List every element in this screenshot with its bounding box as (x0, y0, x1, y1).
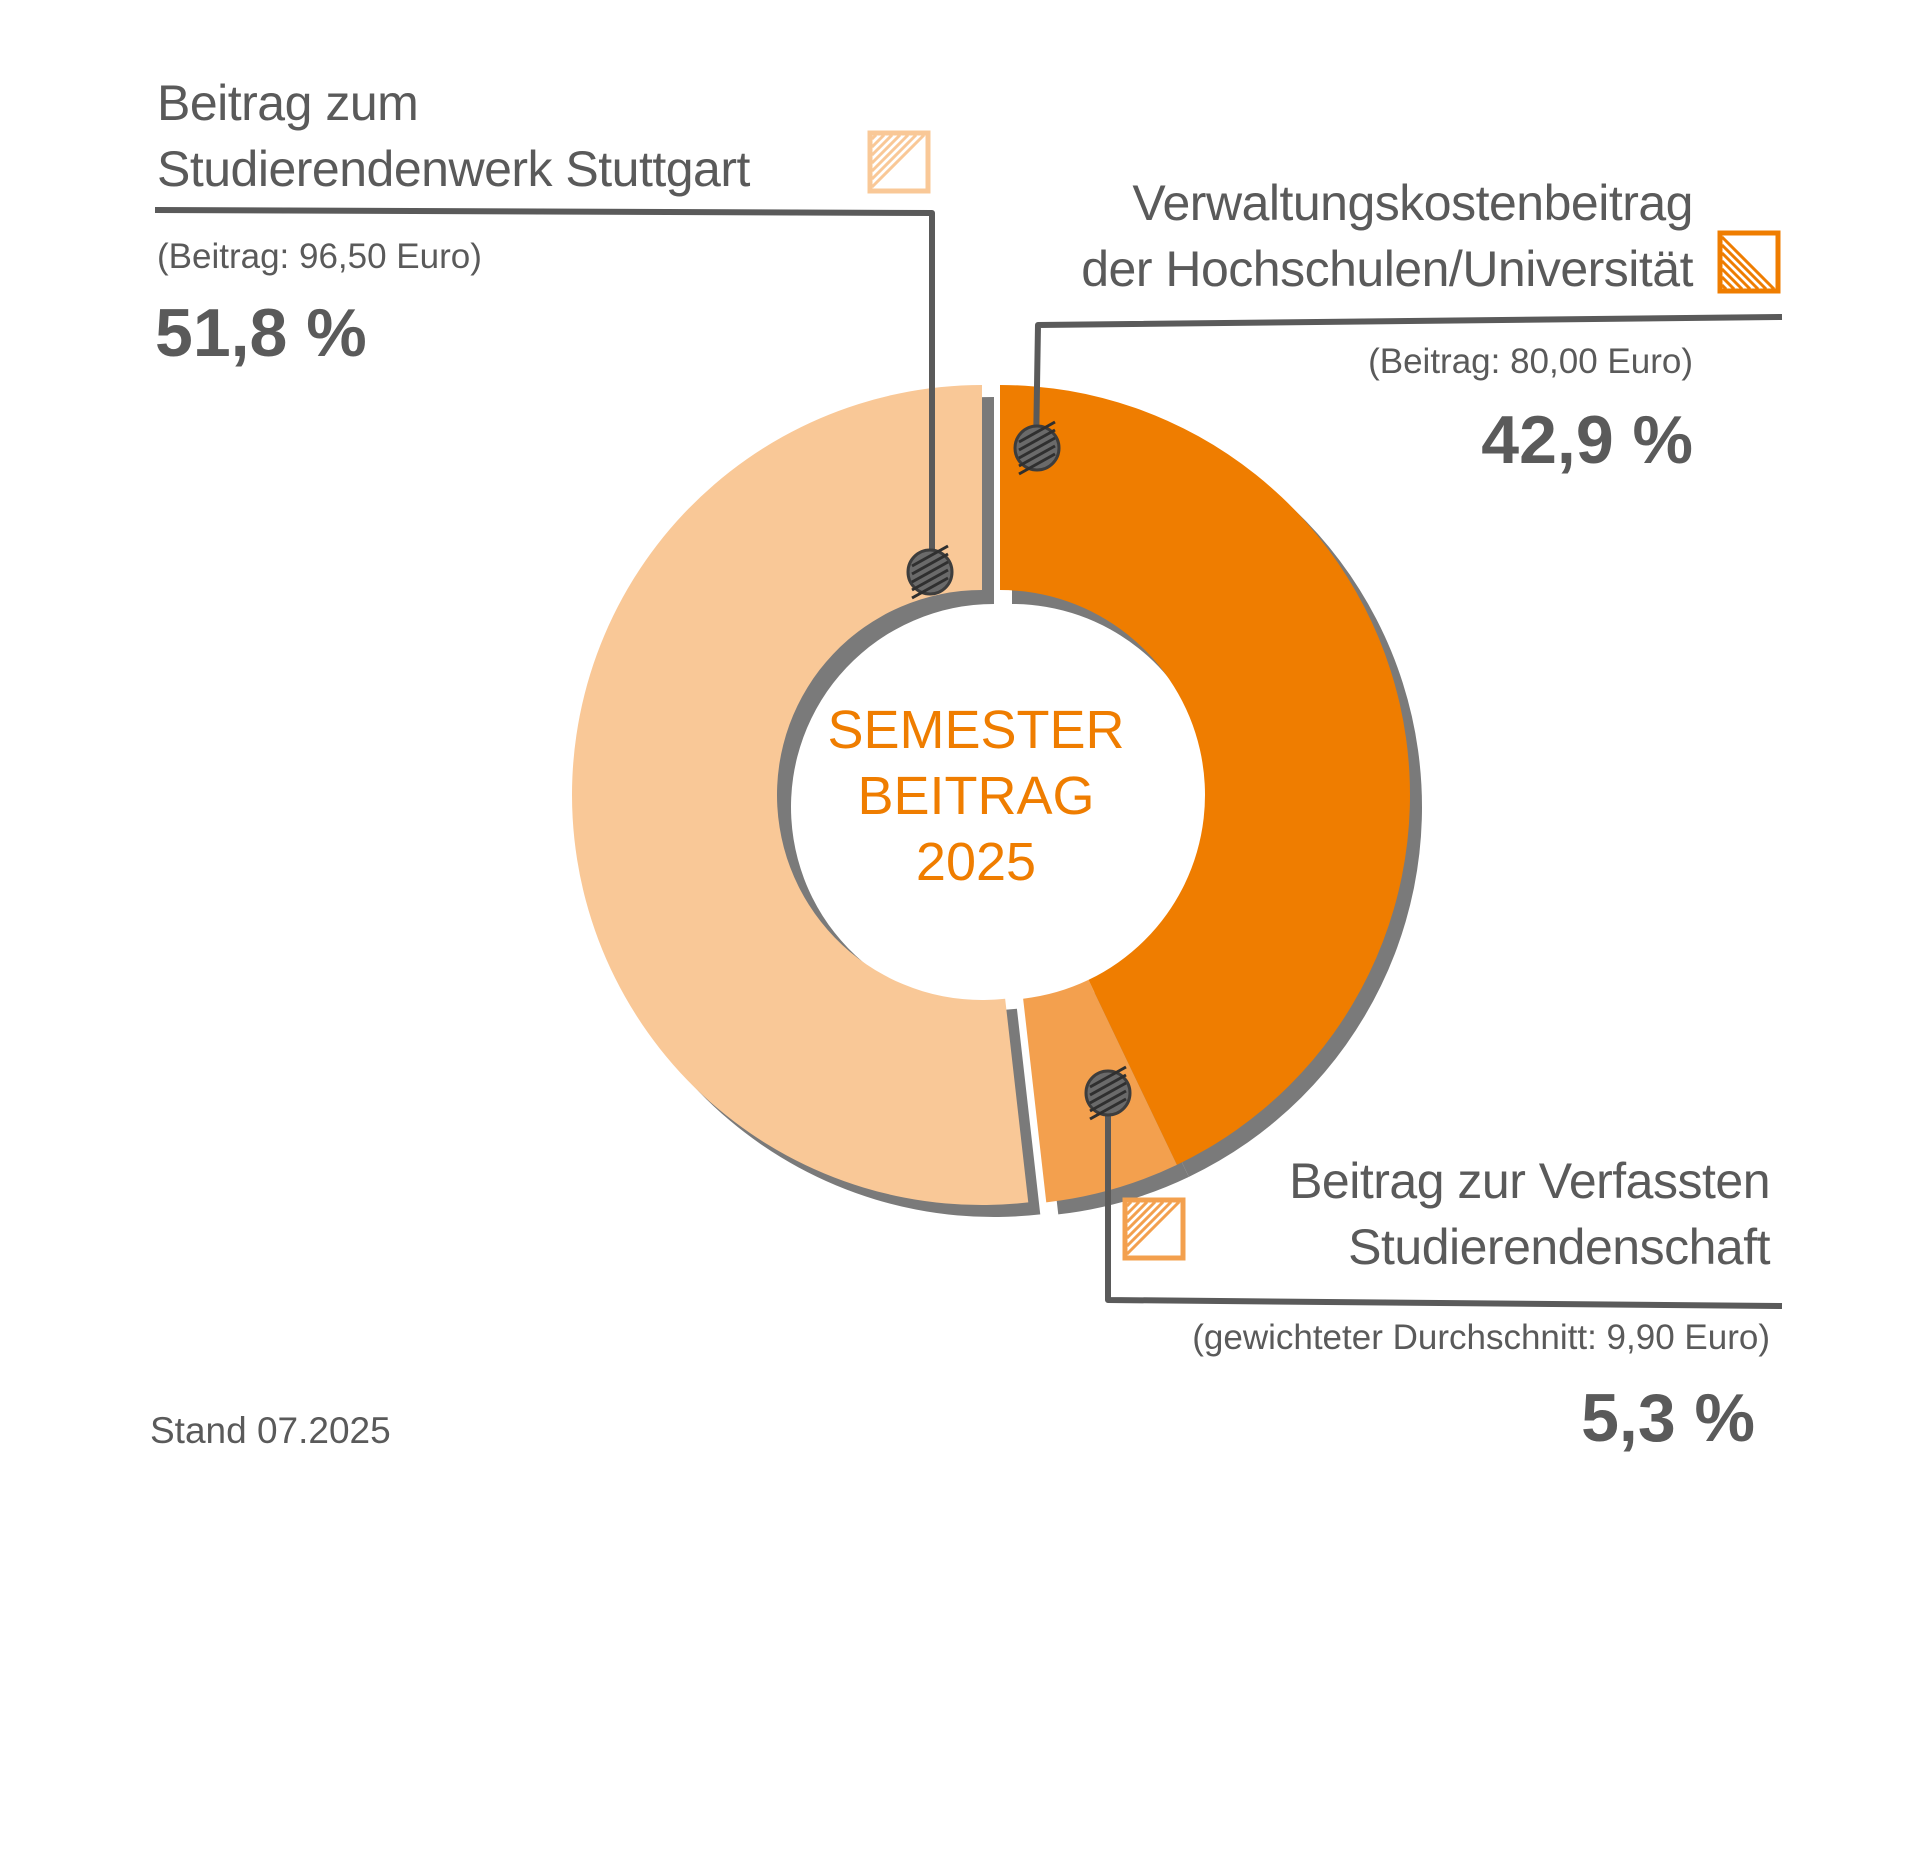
label-studierendenschaft-title: Beitrag zur Verfassten Studierendenschaf… (1289, 1148, 1770, 1280)
leader-lines (154, 207, 1783, 1309)
leader-dot-studierendenwerk (906, 544, 954, 600)
label-studierendenwerk-line-2: Studierendenwerk Stuttgart (157, 141, 750, 197)
leader-verwaltung (1033, 314, 1783, 449)
label-studierendenwerk-percent: 51,8 % (155, 295, 367, 371)
label-studierendenschaft-line-1: Beitrag zur Verfassten (1289, 1153, 1770, 1209)
legend-swatch-studierendenwerk (867, 130, 931, 194)
legend-swatch-studierendenschaft (1122, 1197, 1186, 1261)
leader-studierendenwerk (154, 207, 935, 570)
label-studierendenschaft-percent: 5,3 % (1581, 1380, 1755, 1456)
label-studierendenschaft-line-2: Studierendenschaft (1348, 1219, 1770, 1275)
leader-studierendenschaft (1105, 1093, 1783, 1309)
donut-center-label: SEMESTER BEITRAG 2025 (776, 697, 1176, 895)
legend-swatch-verwaltung (1717, 230, 1781, 294)
leader-dot-verwaltung (1013, 420, 1061, 476)
legend-swatches (867, 130, 1781, 1261)
label-verwaltung-line-2: der Hochschulen/Universität (1081, 241, 1693, 297)
footnote-stand: Stand 07.2025 (150, 1410, 391, 1451)
leader-dot-studierendenschaft (1084, 1065, 1132, 1121)
label-verwaltung-percent: 42,9 % (1481, 402, 1693, 478)
center-label-line-2: BEITRAG (857, 766, 1095, 826)
label-studierendenwerk-title: Beitrag zum Studierendenwerk Stuttgart (157, 70, 750, 202)
segment-verwaltung (1000, 385, 1410, 1165)
center-label-line-1: SEMESTER (827, 700, 1125, 760)
label-studierendenschaft-amount: (gewichteter Durchschnitt: 9,90 Euro) (1192, 1318, 1770, 1357)
label-studierendenwerk-line-1: Beitrag zum (157, 75, 419, 131)
label-verwaltung-title: Verwaltungskostenbeitrag der Hochschulen… (1081, 170, 1693, 302)
label-studierendenwerk-amount: (Beitrag: 96,50 Euro) (157, 237, 482, 276)
label-verwaltung-line-1: Verwaltungskostenbeitrag (1132, 175, 1693, 231)
label-verwaltung-amount: (Beitrag: 80,00 Euro) (1368, 342, 1693, 381)
center-label-line-3: 2025 (915, 832, 1037, 892)
